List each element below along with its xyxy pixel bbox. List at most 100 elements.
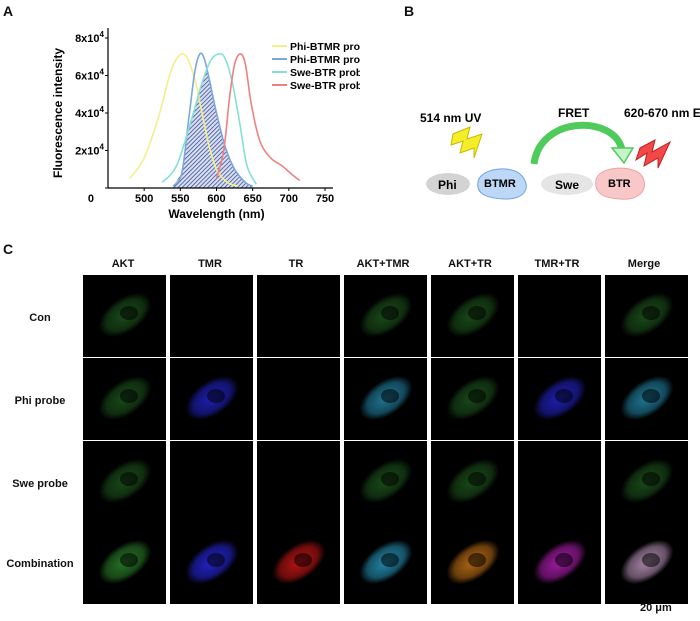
y-tick-base-1: 2x10 [75, 146, 99, 158]
micrograph-phi-probe-tmr [170, 358, 253, 440]
cell-image [620, 458, 674, 504]
cell-image [185, 375, 239, 421]
x-tick-label-3: 650 [243, 193, 261, 205]
cell-image [98, 458, 152, 504]
btmr-label: BTMR [484, 178, 516, 190]
emission-bolt-icon [635, 139, 672, 169]
fret-arrow-icon [530, 121, 626, 165]
y-tick-label-2: 4x104 [75, 105, 104, 120]
fret-arrowhead-icon [610, 147, 635, 165]
micrograph-con-akt [83, 275, 166, 357]
x-tick-label-5: 750 [316, 193, 334, 205]
micrograph-con-tmr-tr [518, 275, 601, 357]
col-header-akt: AKT [111, 258, 135, 270]
micrograph-swe-probe-tmr [170, 441, 253, 523]
y-tick-label-4: 8x104 [75, 30, 104, 45]
row-header-swe-probe: Swe probe [12, 478, 68, 490]
y-tick-exp-2: 4 [100, 105, 105, 114]
panel-label-b: B [404, 3, 415, 19]
btmr-blob [477, 168, 527, 200]
phi-label: Phi [438, 178, 457, 192]
micrograph-con-akt-tmr [344, 275, 427, 357]
micrograph-phi-probe-tr [257, 358, 340, 440]
y-tick-exp-1: 4 [100, 143, 105, 152]
y-tick-label-1: 2x104 [75, 143, 104, 158]
cell-image [359, 539, 413, 585]
cell-image [359, 292, 413, 338]
spectra-chart: 500 550 600 650 700 75002x1044x1046x1048x104W… [51, 28, 360, 221]
legend-label-2: Swe-BTR probe Ab [290, 67, 360, 79]
micrograph-combination-tmr-tr [518, 522, 601, 604]
cell-image [98, 375, 152, 421]
btr-label: BTR [608, 178, 631, 190]
micrograph-con-merge [605, 275, 688, 357]
fret-label: FRET [558, 106, 590, 120]
swe-label: Swe [555, 178, 579, 192]
micrograph-phi-probe-akt-tmr [344, 358, 427, 440]
micrograph-con-akt-tr [431, 275, 514, 357]
row-header-phi-probe: Phi probe [14, 395, 66, 407]
micrograph-phi-probe-akt [83, 358, 166, 440]
microscopy-grid: AKT TMR TR AKT+TMR AKT+TR TMR+TR Merge C… [0, 250, 700, 621]
x-tick-label-4: 700 [280, 193, 298, 205]
micrograph-swe-probe-akt [83, 441, 166, 523]
cell-image [98, 539, 152, 585]
emission-label: 620-670 nm Em [624, 106, 700, 120]
x-tick-label-0: 500 [135, 193, 153, 205]
cell-image [185, 539, 239, 585]
micrograph-swe-probe-tmr-tr [518, 441, 601, 523]
legend-label-0: Phi-BTMR probe Ab [290, 41, 360, 53]
micrograph-swe-probe-akt-tr [431, 441, 514, 523]
micrograph-con-tmr [170, 275, 253, 357]
col-header-merge: Merge [627, 258, 661, 270]
row-header-combination: Combination [6, 558, 74, 570]
row-header-con: Con [29, 312, 51, 324]
micrograph-swe-probe-merge [605, 441, 688, 523]
cell-image [359, 458, 413, 504]
phi-blob [426, 173, 470, 195]
micrograph-phi-probe-akt-tr [431, 358, 514, 440]
micrograph-phi-probe-tmr-tr [518, 358, 601, 440]
y-tick-base-2: 4x10 [75, 108, 99, 120]
y-tick-base-4: 8x10 [75, 33, 99, 45]
cell-image [620, 292, 674, 338]
y-axis-title: Fluorescence intensity [51, 48, 65, 178]
col-header-tmr-tr: TMR+TR [534, 258, 580, 270]
y-tick-exp-3: 4 [100, 68, 105, 77]
btr-blob [595, 167, 645, 200]
col-header-tmr: TMR [198, 258, 222, 270]
y-tick-label-0: 0 [88, 193, 94, 205]
y-tick-base-3: 6x10 [75, 71, 99, 83]
cell-image [446, 375, 500, 421]
col-header-akt-tr: AKT+TR [448, 258, 492, 270]
cell-image [620, 539, 674, 585]
col-header-tr: TR [288, 258, 304, 270]
series-line-1 [172, 52, 254, 187]
cell-image [533, 375, 587, 421]
micrograph-combination-akt-tr [431, 522, 514, 604]
x-axis-title: Wavelength (nm) [168, 207, 264, 221]
scale-bar-label: 20 μm [640, 602, 672, 614]
cell-image [98, 292, 152, 338]
legend-label-3: Swe-BTR probe Em [290, 80, 360, 92]
cell-image [533, 539, 587, 585]
micrograph-combination-merge [605, 522, 688, 604]
col-header-akt-tmr: AKT+TMR [356, 258, 410, 270]
y-tick-exp-4: 4 [100, 30, 105, 39]
series-line-0 [129, 53, 239, 187]
fret-schematic: 514 nm UV FRET 620-670 nm Em Phi BTMR Sw… [420, 106, 700, 200]
cell-image [620, 375, 674, 421]
panel-label-c: C [3, 241, 14, 257]
cell-image [446, 539, 500, 585]
legend-label-1: Phi-BTMR probe Em [290, 54, 360, 66]
micrograph-swe-probe-tr [257, 441, 340, 523]
scale-bar-line [640, 598, 682, 600]
micrograph-swe-probe-akt-tmr [344, 441, 427, 523]
y-tick-label-3: 6x104 [75, 68, 104, 83]
overlap-hatch [173, 70, 253, 188]
cell-image [359, 375, 413, 421]
x-tick-label-1: 550 [171, 193, 189, 205]
micrograph-combination-tr [257, 522, 340, 604]
panel-label-a: A [3, 3, 14, 19]
series-line-2 [161, 53, 258, 185]
